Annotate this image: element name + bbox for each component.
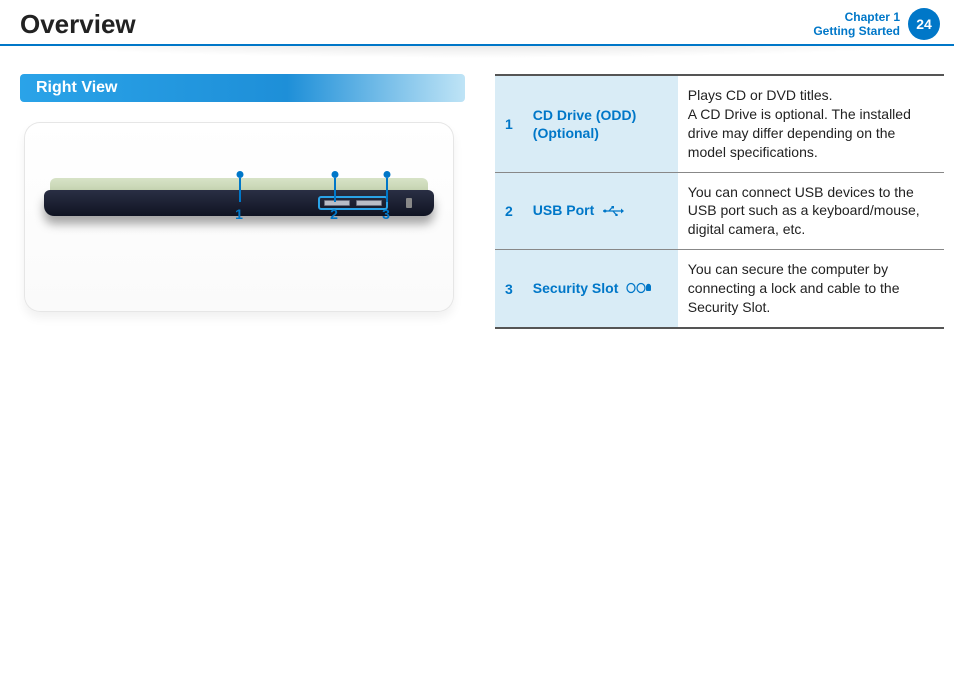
row-number: 1 — [495, 75, 523, 172]
table-row: 1CD Drive (ODD) (Optional)Plays CD or DV… — [495, 75, 944, 172]
table-row: 2USB Port You can connect USB devices to… — [495, 172, 944, 250]
callout-label: 1 — [235, 206, 243, 222]
usb-port-highlight — [318, 196, 388, 210]
section-title-tab: Right View — [20, 74, 465, 102]
row-name: Security Slot — [523, 250, 678, 328]
callout-label: 2 — [330, 206, 338, 222]
page-number: 24 — [916, 16, 932, 32]
ports-table-body: 1CD Drive (ODD) (Optional)Plays CD or DV… — [495, 75, 944, 328]
callout-stem — [239, 178, 241, 202]
row-description: You can secure the computer by connectin… — [678, 250, 944, 328]
table-row: 3Security Slot You can secure the comput… — [495, 250, 944, 328]
row-description: Plays CD or DVD titles.A CD Drive is opt… — [678, 75, 944, 172]
header-shadow — [0, 44, 954, 58]
lock-icon — [626, 282, 652, 294]
row-number: 2 — [495, 172, 523, 250]
chapter-label: Chapter 1 — [813, 10, 900, 24]
page-title: Overview — [20, 9, 813, 40]
usb-icon — [602, 206, 624, 216]
right-column: 1CD Drive (ODD) (Optional)Plays CD or DV… — [495, 74, 944, 329]
chapter-subtitle: Getting Started — [813, 24, 900, 38]
callout-dot — [332, 171, 339, 178]
content-area: Right View 1 — [0, 58, 954, 329]
row-number: 3 — [495, 250, 523, 328]
row-description: You can connect USB devices to the USB p… — [678, 172, 944, 250]
page-header: Overview Chapter 1 Getting Started 24 — [0, 0, 954, 46]
page-number-badge: 24 — [908, 8, 940, 40]
row-name: USB Port — [523, 172, 678, 250]
security-slot-shape — [406, 198, 412, 208]
callout-dot — [237, 171, 244, 178]
callout-label: 3 — [382, 206, 390, 222]
row-name: CD Drive (ODD) (Optional) — [523, 75, 678, 172]
usb-port-shape — [356, 200, 382, 206]
left-column: Right View 1 — [20, 74, 465, 329]
callout-leaders: 1 2 3 — [44, 222, 434, 282]
device-illustration-panel: 1 2 3 — [24, 122, 454, 312]
chapter-block: Chapter 1 Getting Started — [813, 10, 900, 39]
callout-stem — [334, 178, 336, 202]
callout-stem — [386, 178, 388, 202]
callout-dot — [384, 171, 391, 178]
ports-table: 1CD Drive (ODD) (Optional)Plays CD or DV… — [495, 74, 944, 329]
